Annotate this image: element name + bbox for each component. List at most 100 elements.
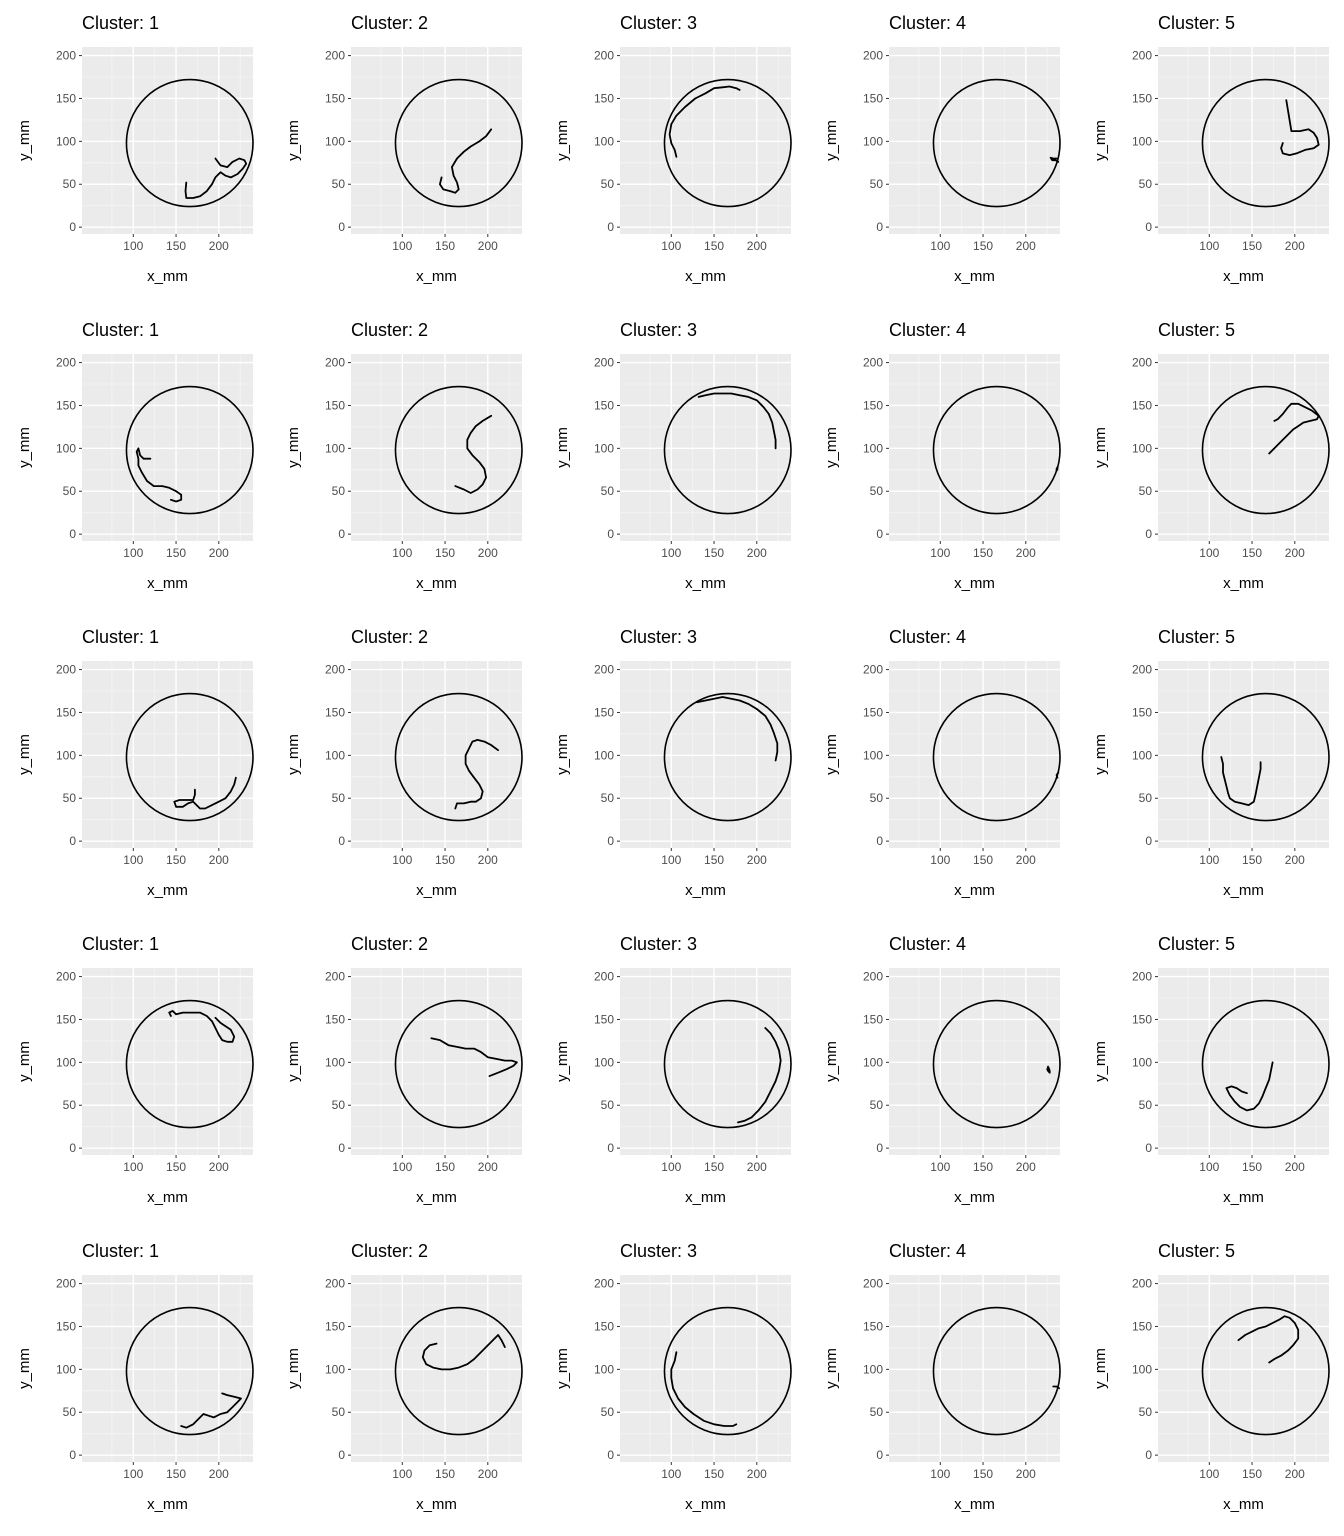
- x-axis-label: x_mm: [1223, 882, 1264, 899]
- panel-svg: Cluster: 2 100 150 200 0 50 100 150 200 x_mm y_mm: [285, 627, 523, 899]
- x-tick-label: 150: [704, 239, 724, 253]
- panel-title: Cluster: 1: [82, 13, 159, 33]
- x-tick-label: 100: [392, 546, 412, 560]
- y-tick-label: 100: [56, 1055, 76, 1069]
- x-tick-label: 200: [747, 1467, 767, 1481]
- x-tick-label: 100: [123, 239, 143, 253]
- x-tick-label: 200: [1285, 546, 1305, 560]
- arena-circle: [663, 1306, 792, 1436]
- x-tick-label: 200: [747, 853, 767, 867]
- y-tick-label: 150: [56, 91, 76, 105]
- panel-svg: Cluster: 4 100 150 200 0 50 100 150 200 x_mm y_mm: [823, 627, 1061, 899]
- y-tick-label: 200: [1132, 356, 1152, 370]
- facet-panel: Cluster: 5 100 150 200 0 50 100 150 200 x_mm y_mm: [1076, 614, 1344, 921]
- x-tick-label: 150: [704, 853, 724, 867]
- arena-circle: [932, 692, 1061, 822]
- facet-panel: Cluster: 1 100 150 200 0 50 100 150 200 x_mm y_mm: [0, 921, 269, 1228]
- x-tick-label: 200: [478, 546, 498, 560]
- x-tick-label: 150: [973, 1467, 993, 1481]
- y-tick-label: 50: [870, 1098, 884, 1112]
- trajectory-line: [439, 128, 493, 194]
- x-tick-label: 200: [1016, 853, 1036, 867]
- y-tick-label: 0: [69, 834, 76, 848]
- y-tick-label: 100: [1132, 134, 1152, 148]
- x-tick-label: 100: [123, 1160, 143, 1174]
- y-tick-label: 100: [594, 1055, 614, 1069]
- trajectory-line: [1052, 1385, 1060, 1390]
- y-tick-label: 50: [332, 484, 346, 498]
- trajectory-line: [173, 776, 237, 810]
- panel-title: Cluster: 4: [889, 627, 966, 647]
- x-tick-label: 100: [930, 1467, 950, 1481]
- x-axis-label: x_mm: [954, 882, 995, 899]
- x-tick-label: 100: [123, 546, 143, 560]
- y-tick-label: 50: [332, 177, 346, 191]
- y-tick-label: 100: [325, 134, 345, 148]
- y-tick-label: 200: [325, 1277, 345, 1291]
- y-tick-label: 50: [332, 791, 346, 805]
- x-tick-label: 100: [392, 1467, 412, 1481]
- trajectory-line: [180, 1392, 242, 1429]
- x-tick-label: 100: [661, 853, 681, 867]
- y-tick-label: 100: [594, 1362, 614, 1376]
- y-tick-label: 100: [56, 134, 76, 148]
- y-tick-label: 50: [601, 1098, 615, 1112]
- facet-panel: Cluster: 3 100 150 200 0 50 100 150 200 x_mm y_mm: [538, 614, 807, 921]
- y-tick-label: 200: [56, 356, 76, 370]
- y-axis-label: y_mm: [16, 1041, 33, 1082]
- facet-panel: Cluster: 3 100 150 200 0 50 100 150 200 x_mm y_mm: [538, 0, 807, 307]
- y-tick-label: 100: [863, 1055, 883, 1069]
- arena-circle: [663, 999, 792, 1129]
- y-tick-label: 0: [1145, 834, 1152, 848]
- arena-circle: [125, 692, 254, 822]
- facet-panel: Cluster: 2 100 150 200 0 50 100 150 200 x_mm y_mm: [269, 1228, 538, 1535]
- y-tick-label: 50: [63, 1405, 77, 1419]
- y-tick-label: 0: [876, 1448, 883, 1462]
- trajectory-line: [1046, 1065, 1051, 1074]
- x-tick-label: 150: [435, 239, 455, 253]
- y-tick-label: 200: [594, 663, 614, 677]
- y-tick-label: 0: [338, 834, 345, 848]
- y-tick-label: 50: [332, 1405, 346, 1419]
- panel-svg: Cluster: 1 100 150 200 0 50 100 150 200 x_mm y_mm: [16, 320, 254, 592]
- x-tick-label: 100: [392, 853, 412, 867]
- y-tick-label: 100: [594, 134, 614, 148]
- y-tick-label: 200: [325, 49, 345, 63]
- panel-svg: Cluster: 2 100 150 200 0 50 100 150 200 x_mm y_mm: [285, 13, 523, 285]
- y-tick-label: 150: [1132, 1319, 1152, 1333]
- y-tick-label: 0: [876, 527, 883, 541]
- trajectory-line: [184, 157, 248, 199]
- y-tick-label: 150: [594, 1012, 614, 1026]
- x-axis-label: x_mm: [416, 882, 457, 899]
- facet-panel: Cluster: 3 100 150 200 0 50 100 150 200 x_mm y_mm: [538, 307, 807, 614]
- y-tick-label: 0: [338, 220, 345, 234]
- panel-svg: Cluster: 5 100 150 200 0 50 100 150 200 x_mm y_mm: [1092, 627, 1330, 899]
- y-tick-label: 100: [325, 441, 345, 455]
- y-tick-label: 100: [594, 748, 614, 762]
- x-tick-label: 150: [1242, 546, 1262, 560]
- y-tick-label: 200: [863, 1277, 883, 1291]
- facet-panel: Cluster: 4 100 150 200 0 50 100 150 200 x_mm y_mm: [807, 921, 1076, 1228]
- arena-circle: [932, 78, 1061, 208]
- y-tick-label: 150: [325, 1012, 345, 1026]
- arena-circle: [663, 692, 792, 822]
- y-tick-label: 200: [594, 356, 614, 370]
- x-tick-label: 200: [209, 853, 229, 867]
- y-tick-label: 50: [870, 177, 884, 191]
- y-tick-label: 150: [325, 398, 345, 412]
- panel-title: Cluster: 2: [351, 627, 428, 647]
- x-tick-label: 200: [1016, 1467, 1036, 1481]
- y-tick-label: 150: [1132, 91, 1152, 105]
- arena-circle: [125, 385, 254, 515]
- x-axis-label: x_mm: [685, 882, 726, 899]
- y-tick-label: 150: [863, 91, 883, 105]
- y-tick-label: 50: [1139, 177, 1153, 191]
- y-tick-label: 100: [325, 1055, 345, 1069]
- x-tick-label: 100: [392, 239, 412, 253]
- y-axis-label: y_mm: [16, 427, 33, 468]
- y-tick-label: 0: [1145, 1448, 1152, 1462]
- y-tick-label: 150: [863, 1012, 883, 1026]
- panel-svg: Cluster: 4 100 150 200 0 50 100 150 200 x_mm y_mm: [823, 320, 1061, 592]
- y-tick-label: 50: [332, 1098, 346, 1112]
- x-tick-label: 150: [435, 1160, 455, 1174]
